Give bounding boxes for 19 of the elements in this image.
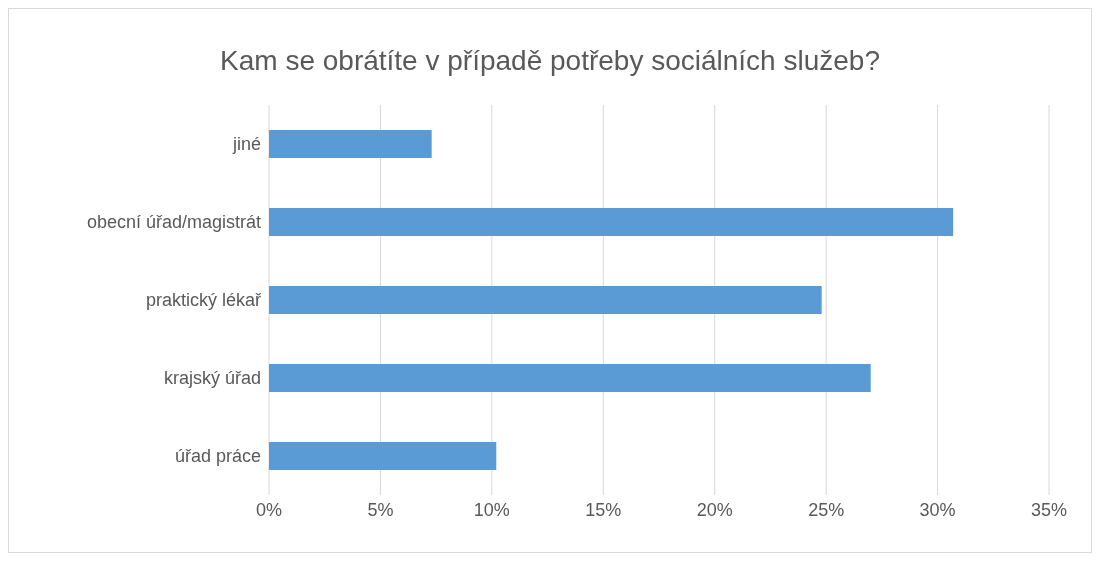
x-tick-label: 30% bbox=[919, 499, 956, 520]
x-tick-label: 10% bbox=[473, 499, 510, 520]
chart-title: Kam se obrátíte v případě potřeby sociálních služeb? bbox=[219, 45, 881, 78]
x-tick-label: 0% bbox=[255, 499, 283, 520]
bar bbox=[269, 130, 432, 158]
bar bbox=[269, 208, 954, 236]
x-tick-label: 5% bbox=[367, 499, 394, 520]
y-tick-label: krajský úřad bbox=[163, 368, 261, 389]
x-tick-label: 25% bbox=[808, 499, 845, 520]
y-tick-label: obecní úřad/magistrát bbox=[86, 212, 261, 233]
x-tick-label: 20% bbox=[696, 499, 733, 520]
bar bbox=[269, 364, 871, 392]
y-tick-label: praktický lékař bbox=[145, 290, 263, 311]
y-tick-label: úřad práce bbox=[174, 446, 261, 467]
y-tick-label: jiné bbox=[231, 134, 261, 155]
x-tick-label: 35% bbox=[1030, 499, 1068, 520]
bar bbox=[269, 442, 497, 470]
bar bbox=[269, 286, 822, 314]
x-tick-label: 15% bbox=[585, 499, 622, 520]
